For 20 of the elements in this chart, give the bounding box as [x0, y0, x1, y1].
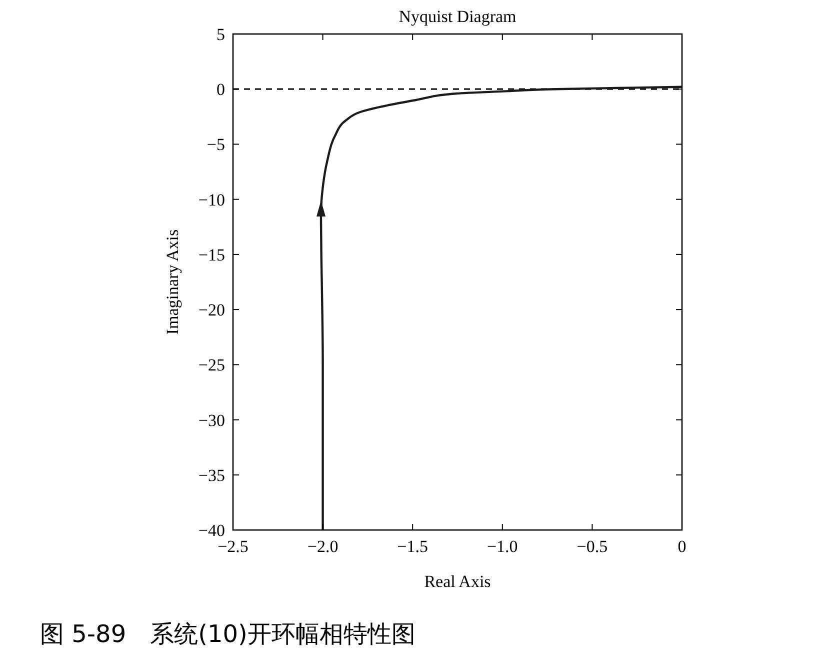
x-tick-label: 0 — [678, 537, 686, 556]
x-tick-label: −1.0 — [486, 537, 518, 556]
y-tick-label: −35 — [198, 466, 225, 485]
y-tick-label: 0 — [216, 80, 225, 100]
x-axis-title: Real Axis — [424, 572, 491, 591]
y-tick-label: −30 — [198, 410, 225, 430]
x-tick-label: −2.5 — [218, 537, 248, 556]
x-tick-label: −0.5 — [576, 537, 608, 556]
y-tick-label: −25 — [198, 356, 225, 375]
y-tick-label: −20 — [198, 300, 225, 320]
y-tick-label: −40 — [198, 521, 225, 540]
y-tick-label: −15 — [198, 245, 225, 264]
caption: 图 5-89 系统(10)开环幅相特性图 — [40, 620, 416, 648]
chart-title: Nyquist Diagram — [398, 7, 516, 26]
y-tick-label: −5 — [206, 135, 225, 154]
y-tick-label: 5 — [216, 25, 225, 44]
x-tick-label: −1.5 — [397, 537, 428, 556]
y-tick-label: −10 — [198, 190, 225, 210]
x-tick-label: −2.0 — [307, 537, 338, 556]
y-axis-title: Imaginary Axis — [163, 229, 182, 335]
